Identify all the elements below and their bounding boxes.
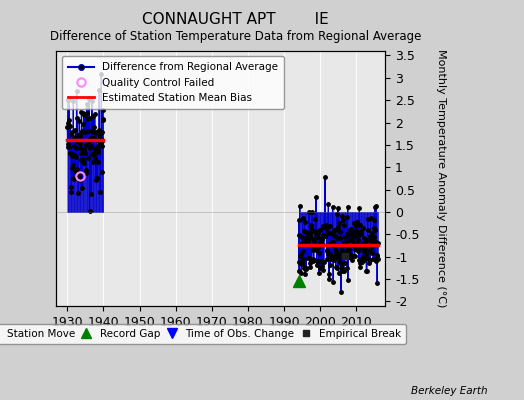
Text: CONNAUGHT APT        IE: CONNAUGHT APT IE <box>143 12 329 27</box>
Text: Difference of Station Temperature Data from Regional Average: Difference of Station Temperature Data f… <box>50 30 421 43</box>
Legend: Station Move, Record Gap, Time of Obs. Change, Empirical Break: Station Move, Record Gap, Time of Obs. C… <box>0 324 407 344</box>
Y-axis label: Monthly Temperature Anomaly Difference (°C): Monthly Temperature Anomaly Difference (… <box>436 49 446 308</box>
Text: Berkeley Earth: Berkeley Earth <box>411 386 487 396</box>
